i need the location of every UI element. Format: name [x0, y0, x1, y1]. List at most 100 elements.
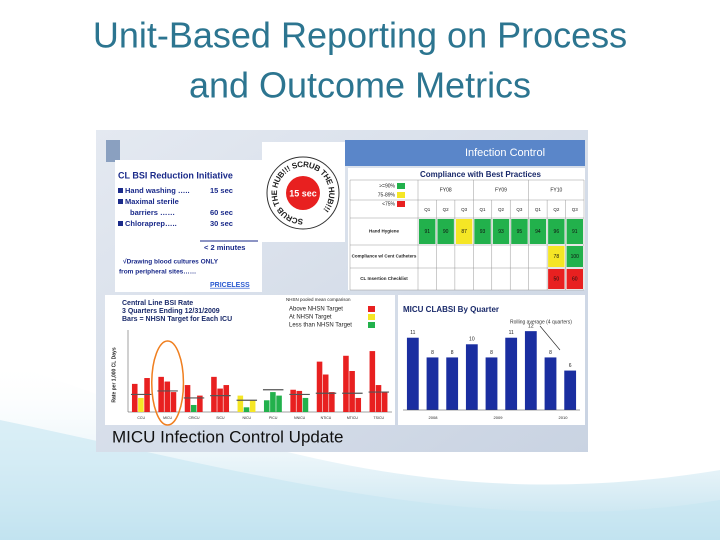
bsi-unit-label: SICU [216, 416, 225, 420]
bsi-bar [211, 376, 217, 412]
poster-footer: MICU Infection Control Update [112, 427, 344, 446]
compliance-cell [474, 219, 491, 244]
initiative-title: CL BSI Reduction Initiative [118, 170, 233, 180]
clabsi-bar [465, 344, 478, 410]
compliance-value: 96 [554, 229, 560, 235]
bsi-bar [302, 397, 309, 412]
period-label: FY09 [495, 187, 507, 193]
bsi-bar [263, 400, 270, 412]
poster-header-bar [345, 140, 585, 166]
bsi-unit-label: MTICU [347, 416, 359, 420]
bsi-unit-label: NTICU [321, 416, 332, 420]
compliance-value: 95 [517, 229, 523, 235]
legend-label: <75% [382, 201, 395, 207]
clabsi-bar [426, 357, 439, 410]
quarter-label: Q1 [535, 207, 542, 212]
bsi-bar [329, 392, 335, 412]
compliance-value: 91 [572, 229, 578, 235]
clabsi-value-label: 8 [451, 350, 454, 356]
clabsi-value-label: 11 [509, 330, 514, 336]
quarter-label: Q3 [461, 207, 468, 212]
bsi-title: 3 Quarters Ending 12/31/2009 [122, 308, 220, 315]
bsi-bar [197, 395, 203, 412]
period-label: FY10 [550, 187, 562, 193]
quarter-label: Q2 [498, 207, 505, 212]
clabsi-bar [485, 357, 498, 410]
quarter-label: Q1 [424, 207, 431, 212]
clabsi-bar [505, 337, 518, 410]
quarter-label: Q2 [443, 207, 450, 212]
initiative-total: < 2 minutes [204, 243, 245, 252]
bsi-ylabel: Rate per 1,000 CL Days [111, 347, 117, 402]
clabsi-value-label: 8 [490, 350, 493, 356]
initiative-item: Maximal sterile [125, 197, 179, 206]
compliance-cell [511, 219, 528, 244]
bsi-bar [290, 389, 296, 412]
legend-label: 75-89% [378, 192, 396, 198]
annotation-arrow [539, 325, 561, 351]
compliance-cell [437, 219, 454, 244]
bullet [118, 188, 123, 193]
bsi-title: Bars = NHSN Target for Each ICU [122, 316, 232, 323]
compliance-value: 60 [572, 276, 578, 282]
compliance-value: 93 [498, 229, 504, 235]
clabsi-value-label: 8 [549, 350, 552, 356]
poster-header: Infection Control [465, 147, 545, 159]
clabsi-bar [544, 357, 557, 410]
initiative-time: 60 sec [210, 208, 233, 217]
bsi-bar [355, 397, 362, 412]
compliance-value: 78 [554, 254, 560, 260]
bsi-legend-swatch [368, 314, 375, 320]
bsi-unit-label: MICU [163, 416, 172, 420]
legend-label: >=90% [379, 183, 395, 189]
bsi-unit-label: CRICU [188, 416, 200, 420]
bsi-bar [381, 392, 388, 412]
compliance-title: Compliance with Best Practices [420, 170, 541, 179]
clabsi-year-label: 2010 [559, 415, 569, 420]
compliance-cell [548, 219, 565, 244]
clabsi-value-label: 12 [528, 323, 534, 329]
row-label: CL Insertion Checklist [360, 276, 408, 281]
clabsi-title: MICU CLABSI By Quarter [403, 305, 499, 314]
initiative-note: from peripheral sites…… [119, 269, 196, 276]
clabsi-year-label: 2009 [494, 415, 504, 420]
clabsi-annotation: Rolling average (4 quarters) [510, 319, 572, 325]
slide-title: Unit-Based Reporting on Process [93, 15, 627, 56]
bsi-title: Central Line BSI Rate [122, 300, 193, 307]
bullet [118, 199, 123, 204]
bsi-unit-label: CCU [137, 416, 145, 420]
clabsi-year-label: 2008 [429, 415, 439, 420]
bsi-bar [158, 376, 164, 412]
clabsi-value-label: 10 [469, 337, 475, 343]
background-wave [0, 420, 720, 540]
logo [106, 140, 120, 162]
compliance-cell [548, 246, 565, 267]
compliance-cell [566, 269, 583, 289]
initiative-item: Hand washing ….. [125, 186, 190, 195]
bsi-bar [316, 361, 323, 412]
compliance-cell [455, 219, 473, 244]
initiative-panel [115, 160, 262, 292]
compliance-cell [548, 269, 565, 289]
compliance-cell [419, 219, 436, 244]
bsi-bar [270, 392, 276, 412]
quarter-label: Q2 [553, 207, 560, 212]
compliance-value: 93 [480, 229, 486, 235]
bsi-bar [343, 355, 349, 412]
compliance-value: 91 [424, 229, 430, 235]
bsi-bar [296, 390, 303, 412]
slide-title: and Outcome Metrics [189, 65, 531, 106]
quarter-label: Q1 [480, 207, 487, 212]
bsi-unit-label: NNICU [294, 416, 306, 420]
bsi-bar [223, 385, 230, 412]
compliance-value: 100 [571, 254, 580, 260]
highlight-circle [151, 340, 185, 426]
bsi-legend-swatch [368, 306, 375, 312]
initiative-priceless: PRICELESS [210, 282, 250, 289]
bsi-bar [190, 404, 197, 412]
bsi-unit-label: PICU [269, 416, 278, 420]
bsi-bar [170, 392, 177, 412]
compliance-value: 50 [554, 276, 560, 282]
bsi-bar [375, 385, 382, 412]
